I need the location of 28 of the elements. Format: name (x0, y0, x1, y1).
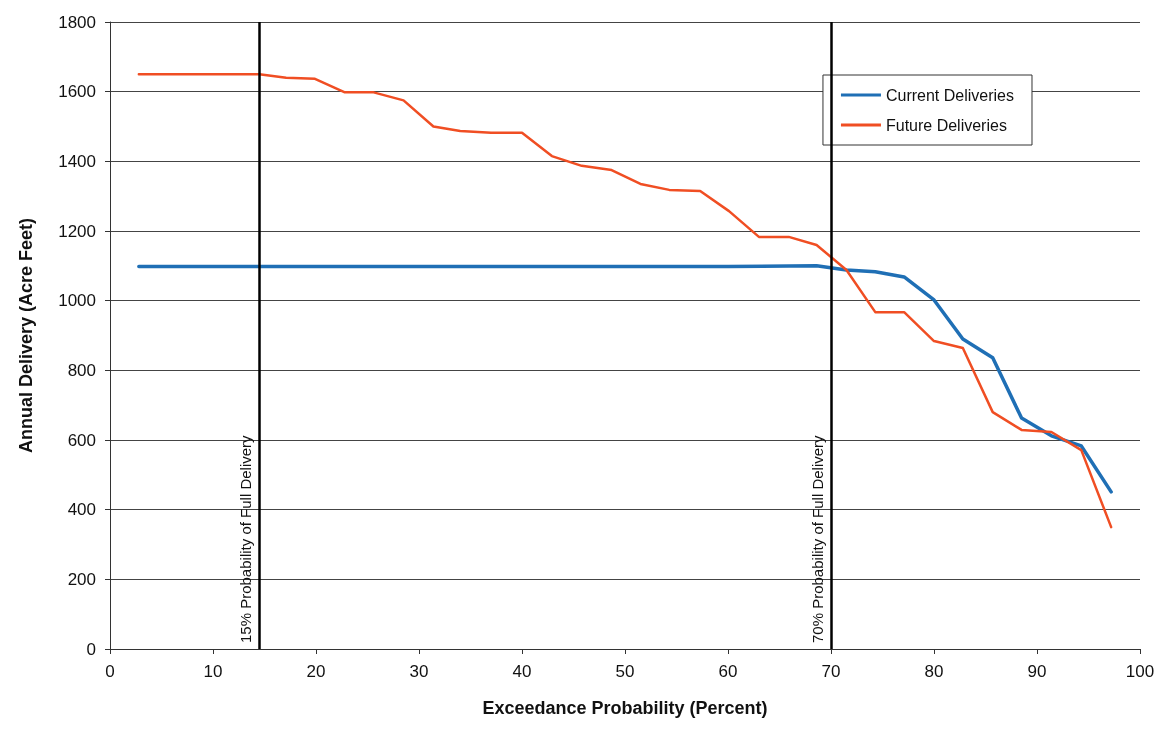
ref-line-label: 15% Probability of Full Delivery (237, 434, 255, 643)
x-tick-label: 30 (409, 662, 429, 681)
y-tick-label: 1400 (58, 151, 96, 171)
x-tick-label: 50 (615, 662, 635, 681)
x-tick-label: 80 (924, 662, 944, 681)
legend-label: Current Deliveries (885, 86, 1015, 104)
x-tick-label: 60 (718, 662, 738, 681)
y-tick-label: 400 (67, 500, 96, 520)
y-tick-label: 1600 (58, 82, 96, 102)
legend-label: Future Deliveries (885, 116, 1007, 134)
y-tick-label: 1800 (58, 12, 96, 32)
x-tick-label: 0 (105, 662, 115, 681)
x-tick-label: 70 (821, 662, 841, 681)
x-tick-label: 40 (512, 662, 532, 681)
x-tick-label: 90 (1027, 662, 1047, 681)
line-series (137, 264, 1113, 494)
ref-line-label: 70% Probability of Full Delivery (809, 434, 826, 643)
x-tick-label: 20 (306, 662, 326, 681)
x-tick-label: 10 (203, 662, 223, 681)
y-tick-label: 0 (86, 639, 96, 659)
x-tick-label: 100 (1125, 662, 1155, 681)
y-axis-title: Annual Delivery (Acre Feet) (16, 217, 36, 454)
y-tick-label: 600 (67, 430, 96, 450)
y-tick-label: 1000 (58, 291, 96, 311)
y-tick-label: 800 (67, 360, 96, 380)
y-tick-label: 1200 (58, 221, 96, 241)
y-tick-label: 200 (67, 569, 96, 589)
x-axis-title: Exceedance Probability (Percent) (482, 698, 768, 718)
